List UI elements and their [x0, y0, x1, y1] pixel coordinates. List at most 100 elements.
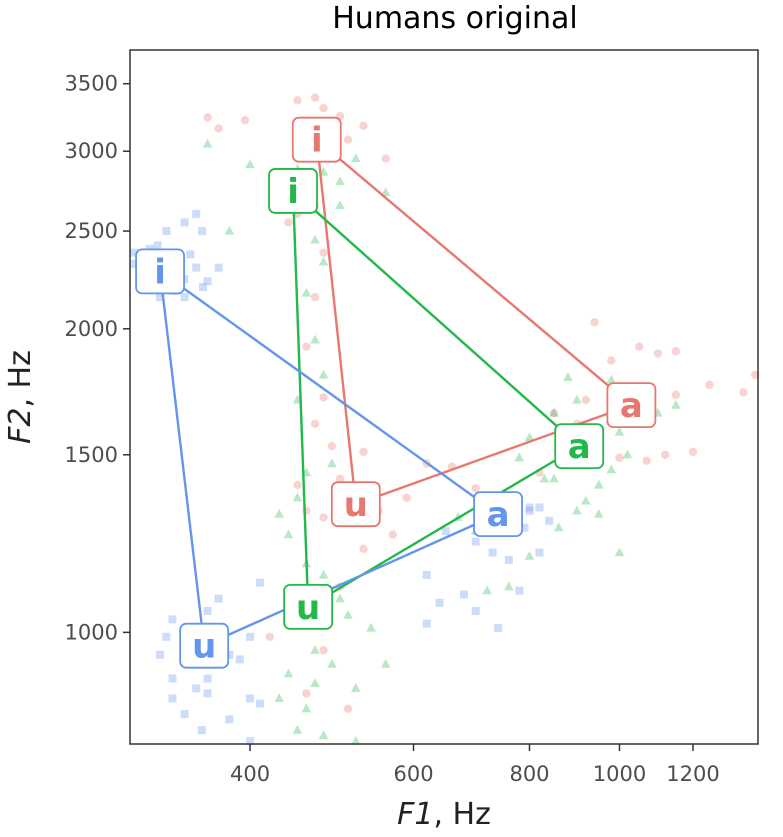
series-1-vowel-label-i: i: [268, 168, 318, 214]
series-2-point-45: [246, 737, 255, 746]
series-0-point-29: [471, 483, 480, 493]
x-axis-variable: F1: [397, 797, 433, 832]
series-0-point-26: [402, 493, 411, 502]
y-tick-label-3500: 3500: [65, 72, 118, 96]
series-0-point-34: [671, 347, 681, 356]
series-2-point-47: [471, 606, 480, 615]
series-0-point-50: [302, 689, 311, 698]
series-1-point-48: [549, 407, 559, 417]
series-2-point-53: [535, 503, 544, 512]
series-0-point-19: [293, 480, 302, 490]
series-0-vowel-box-i: [291, 116, 342, 163]
series-1-point-27: [380, 658, 391, 668]
series-2-point-32: [168, 615, 177, 624]
series-2-point-60: [441, 527, 450, 536]
series-0-point-17: [310, 419, 320, 428]
series-1-vowel-label-a: a: [554, 423, 605, 470]
y-tick-label-3000: 3000: [65, 139, 118, 163]
series-1-point-60: [563, 372, 573, 381]
series-2-point-49: [520, 523, 529, 532]
series-1-point-58: [581, 495, 591, 505]
series-2-point-22: [180, 293, 189, 302]
series-1-point-19: [283, 529, 294, 539]
series-1-point-56: [622, 449, 633, 459]
series-2-point-59: [422, 619, 431, 628]
x-axis-unit: , Hz: [433, 797, 490, 832]
series-2-point-12: [186, 250, 195, 259]
series-2-point-28: [156, 650, 165, 659]
series-1-point-42: [572, 505, 582, 515]
series-2-point-43: [255, 578, 264, 587]
series-1-point-44: [549, 473, 559, 483]
series-2-point-41: [246, 694, 255, 703]
series-1-point-50: [614, 426, 625, 436]
vowel-label-layer: i u a i u a i u a: [135, 116, 657, 669]
series-1-point-29: [310, 678, 320, 688]
series-1-point-0: [202, 138, 213, 148]
series-2-vowel-box-a: [473, 491, 523, 538]
series-1-point-24: [335, 593, 345, 603]
series-0-point-1: [240, 116, 250, 125]
series-2-point-55: [525, 506, 534, 515]
series-2-vowel-text-i: i: [154, 252, 166, 292]
y-axis-unit: , Hz: [3, 350, 38, 407]
series-1-point-17: [292, 492, 303, 502]
series-1-point-34: [351, 735, 361, 745]
series-0-vowel-text-i: i: [311, 121, 323, 161]
series-0-vowel-triangle: [315, 138, 633, 506]
series-1-vowel-triangle: [291, 189, 581, 609]
series-1-point-35: [351, 683, 361, 692]
series-1-point-7: [335, 200, 345, 210]
series-2-point-42: [255, 699, 264, 708]
series-1-point-53: [671, 399, 681, 409]
x-tick-label-800: 800: [509, 762, 549, 786]
x-axis: 400 600 800 1000 1200: [230, 744, 720, 786]
series-0-vowel-label-u: u: [330, 481, 381, 528]
series-0-point-14: [310, 292, 320, 302]
series-1-point-46: [524, 432, 535, 442]
series-0-point-41: [660, 450, 670, 459]
series-0-point-3: [293, 96, 302, 105]
series-1-point-10: [318, 256, 329, 266]
series-0-vowel-label-i: i: [291, 116, 342, 163]
series-2-vowel-box-u: [179, 622, 230, 669]
series-1-point-47: [514, 452, 525, 462]
series-1-point-59: [606, 374, 617, 384]
series-2-point-25: [203, 674, 212, 683]
series-0-point-31: [634, 342, 644, 351]
series-1-point-30: [283, 668, 294, 678]
series-1-point-18: [274, 508, 284, 518]
series-0-point-25: [388, 530, 398, 539]
series-0-point-12: [319, 248, 328, 257]
y-tick-label-1000: 1000: [65, 620, 118, 644]
y-tick-label-2000: 2000: [65, 317, 118, 341]
series-1-point-25: [343, 609, 353, 619]
triangle-layer: [158, 138, 633, 647]
series-2-vowel-label-u: u: [179, 622, 230, 669]
point-layer: [130, 93, 760, 746]
series-2-vowel-box-i: [135, 248, 185, 295]
series-0-vowel-box-a: [606, 382, 657, 429]
plot-frame: [129, 49, 759, 745]
series-0-point-18: [327, 441, 337, 451]
series-0-point-55: [319, 646, 328, 655]
series-2-point-16: [192, 209, 201, 218]
series-0-point-2: [214, 124, 223, 133]
series-0-point-40: [549, 408, 559, 418]
series-2-point-4: [153, 241, 162, 250]
series-2-point-14: [162, 227, 171, 236]
series-0-point-4: [310, 93, 320, 102]
series-2-point-17: [130, 259, 139, 268]
series-2-point-57: [422, 570, 431, 579]
series-0-point-21: [319, 513, 328, 522]
series-2-point-33: [162, 632, 171, 641]
series-0-point-42: [642, 456, 651, 465]
series-1-point-55: [614, 547, 625, 557]
series-1-point-28: [327, 658, 337, 668]
series-2-point-61: [459, 590, 468, 599]
series-0-point-49: [265, 632, 274, 641]
series-1-vowel-box-a: [554, 423, 605, 470]
series-1-point-6: [380, 187, 391, 197]
series-1-point-13: [318, 369, 329, 379]
series-2-point-13: [197, 227, 206, 236]
